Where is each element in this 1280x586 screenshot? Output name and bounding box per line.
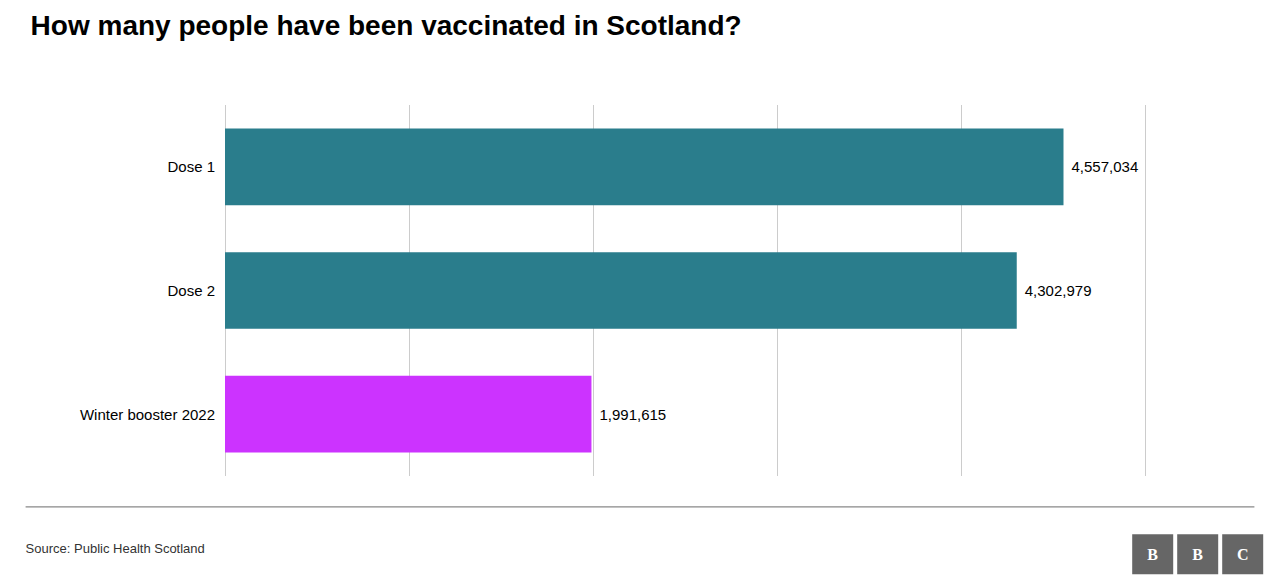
svg-text:C: C xyxy=(1237,546,1249,563)
svg-text:4,302,979: 4,302,979 xyxy=(1025,282,1092,299)
svg-text:1,991,615: 1,991,615 xyxy=(599,406,666,423)
svg-text:B: B xyxy=(1147,546,1158,563)
svg-text:4,557,034: 4,557,034 xyxy=(1071,158,1138,175)
svg-text:Winter booster 2022: Winter booster 2022 xyxy=(80,406,215,423)
svg-text:How many people have been vacc: How many people have been vaccinated in … xyxy=(31,10,742,41)
svg-text:B: B xyxy=(1192,546,1203,563)
svg-text:Dose 1: Dose 1 xyxy=(167,158,215,175)
svg-text:Dose 2: Dose 2 xyxy=(167,282,215,299)
svg-text:Source: Public Health Scotland: Source: Public Health Scotland xyxy=(26,541,205,556)
